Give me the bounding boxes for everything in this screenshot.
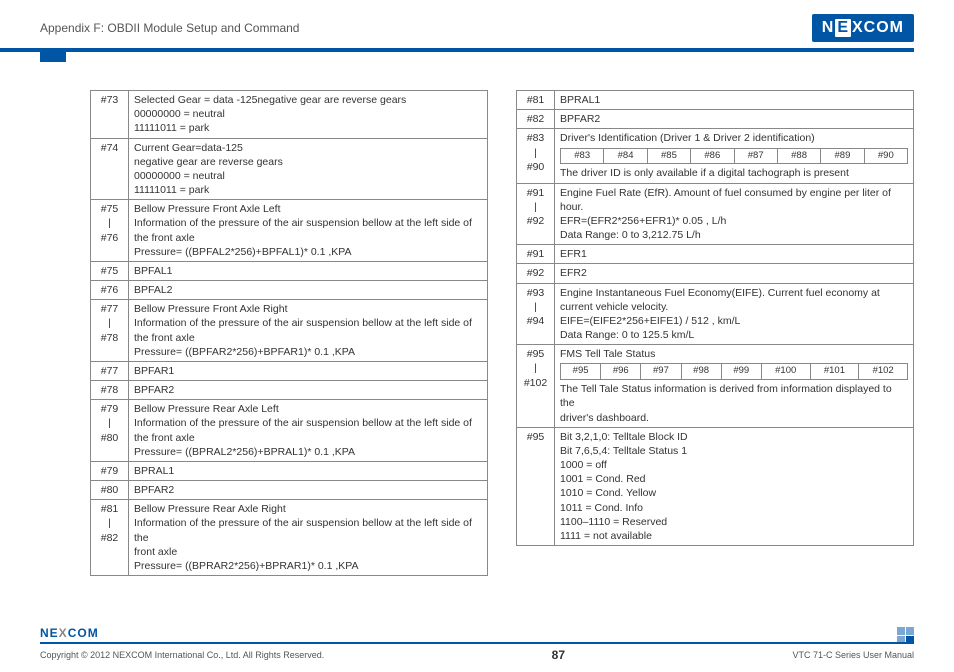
row-index: #95|#102 [517, 345, 555, 428]
row-text: Bellow Pressure Front Axle LeftInformati… [129, 200, 488, 262]
row-text: BPFAR2 [129, 481, 488, 500]
row-text: EFR2 [555, 264, 914, 283]
row-index: #79 [91, 461, 129, 480]
row-text: Current Gear=data-125negative gear are r… [129, 138, 488, 200]
page-number: 87 [552, 648, 565, 662]
row-text: Engine Instantaneous Fuel Economy(EIFE).… [555, 283, 914, 345]
row-text: Bellow Pressure Rear Axle RightInformati… [129, 500, 488, 576]
row-index: #91 [517, 245, 555, 264]
row-index: #74 [91, 138, 129, 200]
row-text: Selected Gear = data -125negative gear a… [129, 91, 488, 139]
row-index: #76 [91, 281, 129, 300]
appendix-title: Appendix F: OBDII Module Setup and Comma… [40, 21, 299, 35]
sub-cell: #97 [641, 364, 681, 380]
row-index: #78 [91, 381, 129, 400]
sub-cell: #83 [561, 148, 604, 164]
row-index: #75|#76 [91, 200, 129, 262]
footer-bar [40, 642, 914, 644]
row-text: Bellow Pressure Rear Axle LeftInformatio… [129, 400, 488, 462]
row-text: BPFAR1 [129, 361, 488, 380]
row-text: BPRAL1 [555, 91, 914, 110]
manual-name: VTC 71-C Series User Manual [792, 650, 914, 660]
row-text: Bellow Pressure Front Axle RightInformat… [129, 300, 488, 362]
row-text: FMS Tell Tale Status#95#96#97#98#99#100#… [555, 345, 914, 428]
sub-cell: #90 [864, 148, 907, 164]
sub-cell: #99 [721, 364, 761, 380]
sub-cell: #84 [604, 148, 647, 164]
sub-cell: #101 [810, 364, 859, 380]
row-text: BPFAR2 [129, 381, 488, 400]
right-table: #81BPRAL1#82BPFAR2#83|#90Driver's Identi… [516, 90, 914, 546]
row-index: #81|#82 [91, 500, 129, 576]
sub-cell: #95 [561, 364, 601, 380]
row-index: #79|#80 [91, 400, 129, 462]
footer-logo: NEXCOM [40, 626, 914, 640]
row-text: Bit 3,2,1,0: Telltale Block IDBit 7,6,5,… [555, 427, 914, 545]
row-index: #93|#94 [517, 283, 555, 345]
row-index: #91|#92 [517, 183, 555, 245]
row-text: BPFAL1 [129, 261, 488, 280]
header-block [40, 52, 66, 62]
copyright: Copyright © 2012 NEXCOM International Co… [40, 650, 324, 660]
row-text: BPRAL1 [129, 461, 488, 480]
row-index: #83|#90 [517, 129, 555, 183]
sub-table: #83#84#85#86#87#88#89#90 [560, 148, 908, 165]
sub-cell: #86 [691, 148, 734, 164]
row-index: #81 [517, 91, 555, 110]
sub-cell: #100 [761, 364, 810, 380]
row-text: EFR1 [555, 245, 914, 264]
nexcom-logo: NEXCOM [812, 14, 914, 42]
row-index: #80 [91, 481, 129, 500]
row-index: #92 [517, 264, 555, 283]
row-index: #82 [517, 110, 555, 129]
sub-cell: #87 [734, 148, 777, 164]
row-index: #77|#78 [91, 300, 129, 362]
row-index: #75 [91, 261, 129, 280]
sub-cell: #88 [777, 148, 820, 164]
row-text: BPFAR2 [555, 110, 914, 129]
sub-cell: #102 [859, 364, 908, 380]
row-text: BPFAL2 [129, 281, 488, 300]
sub-cell: #98 [681, 364, 721, 380]
row-text: Engine Fuel Rate (EfR). Amount of fuel c… [555, 183, 914, 245]
row-index: #77 [91, 361, 129, 380]
header-bar [40, 48, 914, 52]
sub-cell: #85 [647, 148, 690, 164]
sub-cell: #96 [601, 364, 641, 380]
sub-table: #95#96#97#98#99#100#101#102 [560, 363, 908, 380]
row-text: Driver's Identification (Driver 1 & Driv… [555, 129, 914, 183]
left-table: #73Selected Gear = data -125negative gea… [90, 90, 488, 576]
row-index: #73 [91, 91, 129, 139]
sub-cell: #89 [821, 148, 864, 164]
row-index: #95 [517, 427, 555, 545]
